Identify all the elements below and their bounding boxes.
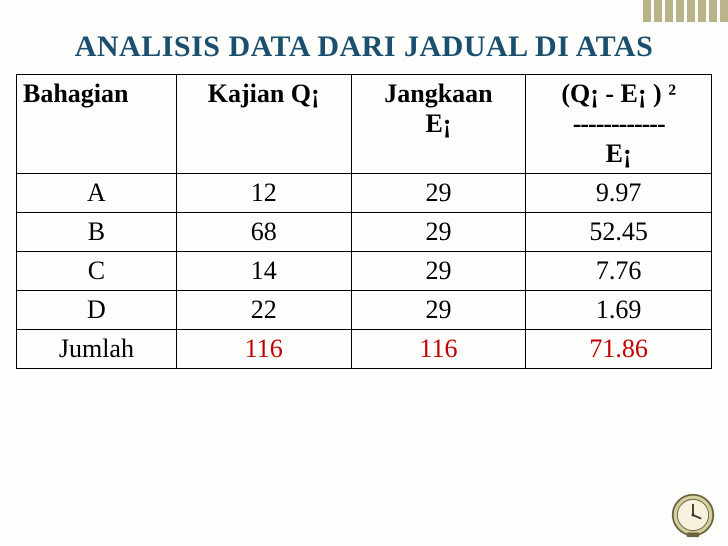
cell-bahagian: C	[17, 252, 177, 291]
table-header-row: Bahagian Kajian Q¡ Jangkaan E¡ (Q¡ - E¡ …	[17, 75, 712, 174]
header-bahagian: Bahagian	[17, 75, 177, 174]
cell-bahagian: A	[17, 174, 177, 213]
cell-total-kajian: 116	[176, 330, 351, 369]
cell-result: 9.97	[526, 174, 712, 213]
cell-bahagian: D	[17, 291, 177, 330]
table-row: B 68 29 52.45	[17, 213, 712, 252]
header-jangkaan-l2: E¡	[425, 109, 451, 138]
cell-total-result: 71.86	[526, 330, 712, 369]
clock-icon	[670, 492, 716, 538]
header-jangkaan-l1: Jangkaan	[384, 79, 492, 108]
header-jangkaan: Jangkaan E¡	[351, 75, 526, 174]
cell-kajian: 68	[176, 213, 351, 252]
table-row: C 14 29 7.76	[17, 252, 712, 291]
cell-jangkaan: 29	[351, 174, 526, 213]
header-formula-den: E¡	[528, 139, 709, 169]
cell-total-label: Jumlah	[17, 330, 177, 369]
header-formula: (Q¡ - E¡ ) ² ------------ E¡	[526, 75, 712, 174]
analysis-table: Bahagian Kajian Q¡ Jangkaan E¡ (Q¡ - E¡ …	[16, 74, 712, 369]
header-kajian: Kajian Q¡	[176, 75, 351, 174]
cell-result: 7.76	[526, 252, 712, 291]
cell-jangkaan: 29	[351, 213, 526, 252]
cell-jangkaan: 29	[351, 291, 526, 330]
cell-result: 52.45	[526, 213, 712, 252]
cell-bahagian: B	[17, 213, 177, 252]
cell-kajian: 14	[176, 252, 351, 291]
header-formula-num: (Q¡ - E¡ ) ²	[528, 79, 709, 109]
cell-kajian: 12	[176, 174, 351, 213]
header-formula-dash: ------------	[528, 109, 709, 139]
decor-stripes	[618, 0, 728, 22]
cell-kajian: 22	[176, 291, 351, 330]
table-row: A 12 29 9.97	[17, 174, 712, 213]
cell-jangkaan: 29	[351, 252, 526, 291]
table-total-row: Jumlah 116 116 71.86	[17, 330, 712, 369]
table-row: D 22 29 1.69	[17, 291, 712, 330]
cell-total-jangkaan: 116	[351, 330, 526, 369]
cell-result: 1.69	[526, 291, 712, 330]
